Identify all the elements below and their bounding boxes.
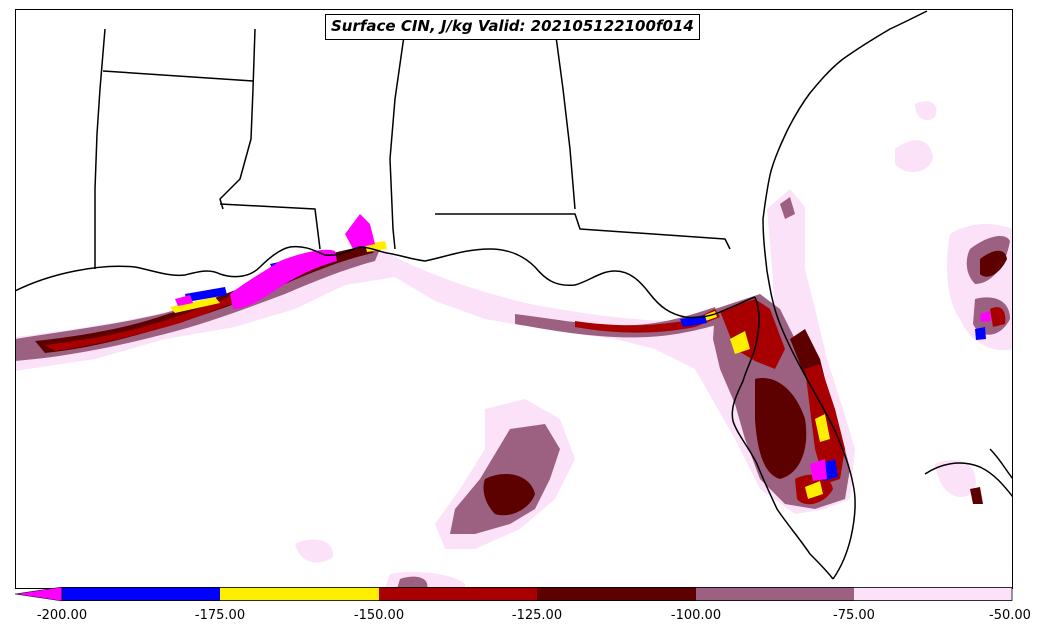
bahamas-darkred <box>970 487 983 504</box>
colorbar-segment-2 <box>220 587 379 601</box>
ms-al-state-line <box>219 28 256 210</box>
map-title: Surface CIN, J/kg Valid: 202105122100f01… <box>325 14 700 40</box>
colorbar-segment-4 <box>537 587 696 601</box>
colorbar-tick-label: -200.00 <box>36 608 88 623</box>
cin-shading-magenta <box>175 214 991 481</box>
bahamas-light-patch <box>935 460 976 497</box>
al-ga-state-line <box>389 28 406 250</box>
colorbar-extend-arrow <box>15 587 63 601</box>
colorbar-tick-label: -50.00 <box>989 608 1031 623</box>
colorbar <box>15 587 1013 601</box>
peninsula-east-yellow <box>815 414 830 442</box>
atlantic-magenta <box>980 311 991 322</box>
ms-tn-line <box>102 70 254 82</box>
panhandle-blue <box>680 315 707 327</box>
map-panel <box>15 9 1013 589</box>
colorbar-border <box>61 587 1013 601</box>
south-fl-yellow <box>805 481 823 499</box>
south-fl-magenta <box>810 459 827 481</box>
bahamas-blue <box>975 327 986 340</box>
peninsula-yellow <box>730 331 750 354</box>
florida-east-coast <box>762 10 928 580</box>
ms-coast-magenta <box>175 295 193 306</box>
colorbar-segment-5 <box>696 587 854 601</box>
colorbar-segment-1 <box>62 587 220 601</box>
gulf-coastline <box>15 245 756 319</box>
cuba-coast <box>924 462 1013 498</box>
cin-shading-yellow <box>170 241 830 499</box>
coastlines-and-borders <box>15 10 1013 580</box>
colorbar-tick-label: -150.00 <box>353 608 405 623</box>
bahamas-coast <box>989 448 1013 480</box>
colorbar-segment-3 <box>379 587 537 601</box>
atlantic-light-patch-2 <box>895 140 933 173</box>
gulf-central-darkred <box>483 474 535 516</box>
florida-west-coast <box>731 296 834 580</box>
gulf-coast-red <box>45 271 290 351</box>
ms-coast-yellow <box>170 297 220 313</box>
la-ms-state-line <box>94 28 106 269</box>
la-delta-magenta <box>230 249 337 309</box>
gulf-light-patch-sw <box>295 539 334 563</box>
colorbar-tick-label: -175.00 <box>194 608 246 623</box>
colorbar-tick-label: -100.00 <box>670 608 722 623</box>
ga-coast-mauve <box>780 197 795 219</box>
colorbar-tick-label: -125.00 <box>511 608 563 623</box>
atlantic-red <box>990 307 1006 327</box>
atlantic-darkred <box>980 250 1007 277</box>
la-coast-magenta <box>345 214 375 249</box>
colorbar-segment-6 <box>854 587 1012 601</box>
al-fl-border <box>219 203 321 250</box>
peninsula-red <box>720 299 785 369</box>
ga-sc-line <box>554 28 576 210</box>
colorbar-tick-label: -75.00 <box>833 608 875 623</box>
fl-ga-line <box>435 213 731 250</box>
gulf-bottom-mauve <box>397 576 428 589</box>
ms-coast-blue <box>185 287 227 302</box>
atlantic-light-patch-3 <box>915 101 937 121</box>
peninsula-darkred-1 <box>755 378 807 479</box>
